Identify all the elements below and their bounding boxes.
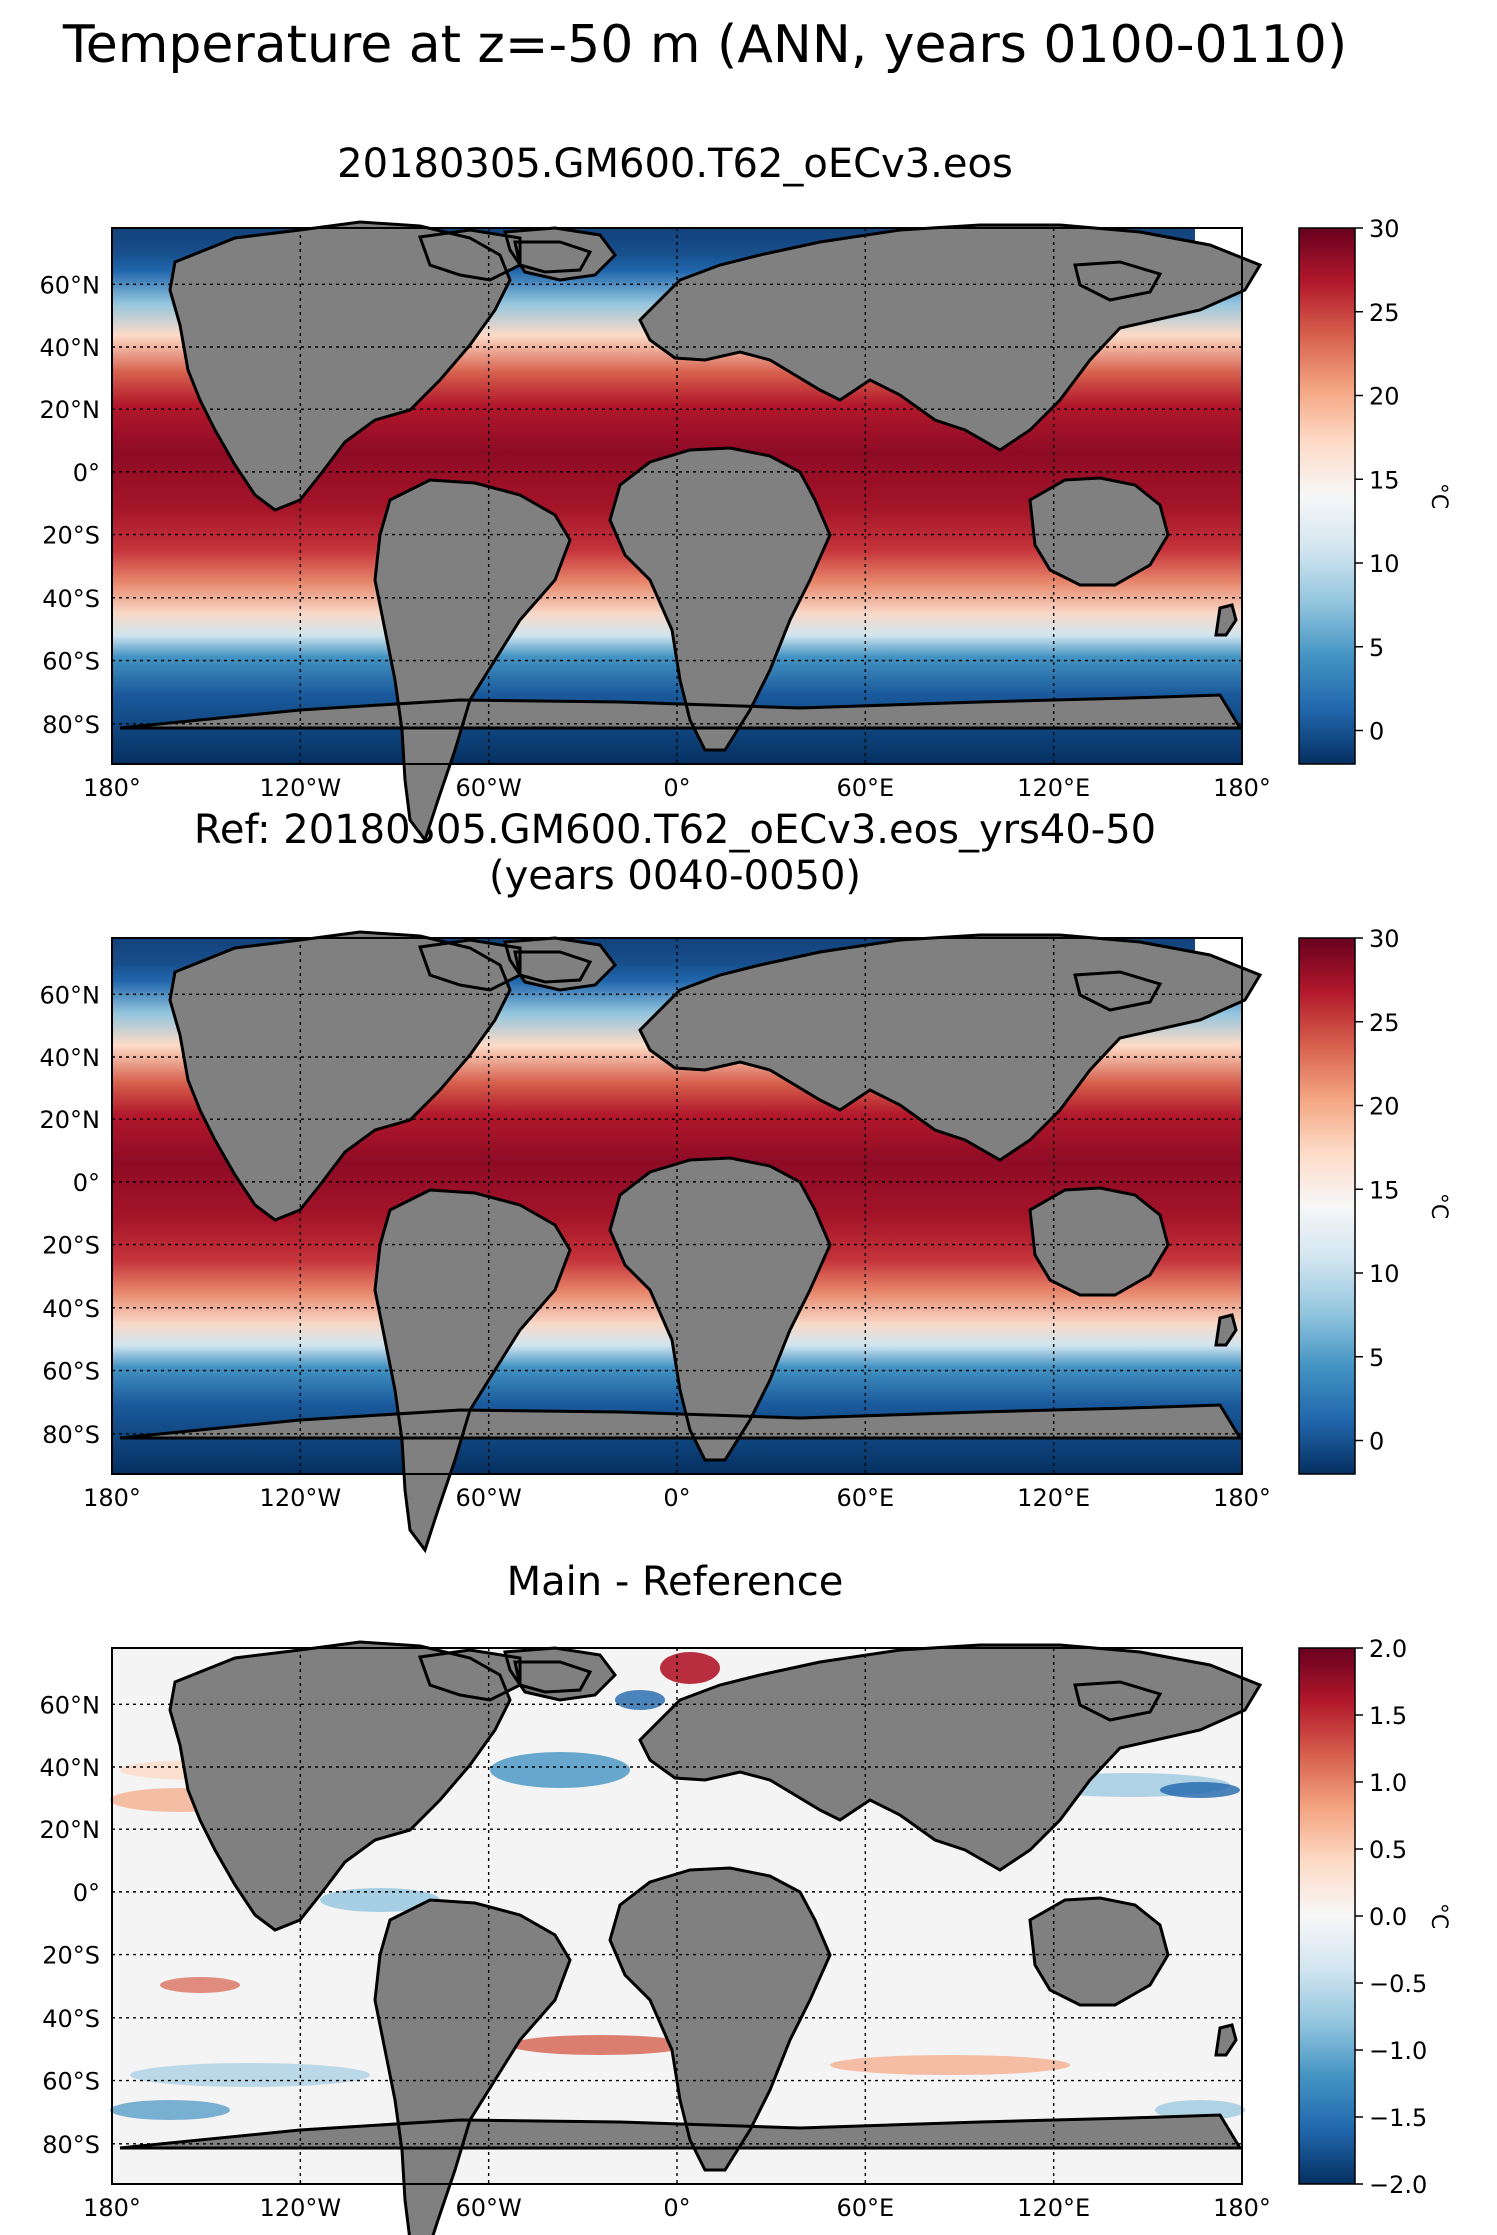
panel1-colorbar-bar xyxy=(1298,227,1356,765)
panel3-gridlines xyxy=(112,1648,1242,2184)
colorbar-tick-label: 5 xyxy=(1369,634,1384,662)
panel2-colorbar xyxy=(1298,937,1356,1475)
panel3-map-frame xyxy=(111,1647,1243,2185)
panel2-map xyxy=(111,930,1262,1552)
colorbar-tick-label: 30 xyxy=(1369,215,1400,243)
panel2-colorbar-bar xyxy=(1298,937,1356,1475)
lon-tick-label: 120°E xyxy=(1017,2194,1090,2222)
colorbar-tick-label: −2.0 xyxy=(1369,2171,1427,2199)
panel3-colorbar xyxy=(1298,1647,1356,2185)
panel2-subtitle: (years 0040-0050) xyxy=(488,853,862,899)
colorbar-tick-label: 0.0 xyxy=(1369,1903,1407,1931)
lon-tick-label: 120°W xyxy=(260,1484,342,1512)
panel1-colorbar xyxy=(1298,227,1356,765)
lon-tick-label: 120°W xyxy=(260,774,342,802)
panel2-map-frame xyxy=(111,937,1243,1475)
lon-tick-label: 60°E xyxy=(836,2194,894,2222)
lat-tick-label: 40°N xyxy=(40,1754,101,1782)
panel1-map-frame xyxy=(111,227,1243,765)
colorbar-tick-label: −1.5 xyxy=(1369,2104,1427,2132)
lon-tick-label: 180° xyxy=(83,1484,141,1512)
colorbar-tick-label: 0 xyxy=(1369,1428,1384,1456)
lon-tick-label: 180° xyxy=(1213,1484,1271,1512)
lat-tick-label: 80°S xyxy=(42,711,100,739)
lat-tick-label: 60°S xyxy=(42,1358,100,1386)
lat-tick-label: 40°N xyxy=(40,1044,101,1072)
colorbar-tick-label: 2.0 xyxy=(1369,1635,1407,1663)
colorbar-tick-label: 0.5 xyxy=(1369,1836,1407,1864)
lon-tick-label: 60°E xyxy=(836,774,894,802)
colorbar-tick-label: 20 xyxy=(1369,1093,1400,1121)
lat-tick-label: 0° xyxy=(73,1169,100,1197)
lat-tick-label: 60°S xyxy=(42,648,100,676)
colorbar-tick-label: 15 xyxy=(1369,466,1400,494)
lat-tick-label: 80°S xyxy=(42,1421,100,1449)
lon-tick-label: 180° xyxy=(1213,2194,1271,2222)
colorbar-tick-label: −0.5 xyxy=(1369,1970,1427,1998)
lat-tick-label: 20°S xyxy=(42,1942,100,1970)
lon-tick-label: 180° xyxy=(1213,774,1271,802)
lat-tick-label: 0° xyxy=(73,1879,100,1907)
lon-tick-label: 0° xyxy=(663,1484,690,1512)
lat-tick-label: 60°S xyxy=(42,2068,100,2096)
lat-tick-label: 0° xyxy=(73,459,100,487)
colorbar-unit-label: °C xyxy=(1426,1193,1451,1219)
colorbar-unit-label: °C xyxy=(1426,483,1451,509)
lat-tick-label: 60°N xyxy=(40,271,101,299)
lon-tick-label: 180° xyxy=(83,2194,141,2222)
colorbar-tick-label: 10 xyxy=(1369,550,1400,578)
figure-title: Temperature at z=-50 m (ANN, years 0100-… xyxy=(62,15,1348,75)
lat-tick-label: 40°S xyxy=(42,1295,100,1323)
colorbar-tick-label: −1.0 xyxy=(1369,2037,1427,2065)
axis-labels: 60°N 40°N 20°N 0° 20°S 40°S 60°S 80°S 180° 120°W 6… xyxy=(40,215,1452,2222)
lon-tick-label: 120°E xyxy=(1017,1484,1090,1512)
lon-tick-label: 60°E xyxy=(836,1484,894,1512)
colorbar-tick-label: 20 xyxy=(1369,383,1400,411)
colorbar-tick-label: 1.5 xyxy=(1369,1702,1407,1730)
panel3-title: Main - Reference xyxy=(506,1559,844,1605)
lat-tick-label: 40°S xyxy=(42,585,100,613)
lon-tick-label: 0° xyxy=(663,774,690,802)
lat-tick-label: 20°N xyxy=(40,1106,101,1134)
panel3-colorbar-bar xyxy=(1298,1647,1356,2185)
lat-tick-label: 80°S xyxy=(42,2131,100,2159)
colorbar-tick-label: 30 xyxy=(1369,925,1400,953)
colorbar-tick-label: 25 xyxy=(1369,299,1400,327)
lon-tick-label: 120°W xyxy=(260,2194,342,2222)
lat-tick-label: 40°N xyxy=(40,334,101,362)
panel1-map xyxy=(111,220,1262,842)
colorbar-tick-label: 0 xyxy=(1369,718,1384,746)
lat-tick-label: 20°N xyxy=(40,396,101,424)
colorbar-tick-label: 25 xyxy=(1369,1009,1400,1037)
panel2-title: Ref: 20180305.GM600.T62_oECv3.eos_yrs40-… xyxy=(193,807,1157,853)
lon-tick-label: 60°W xyxy=(456,1484,522,1512)
lat-tick-label: 20°S xyxy=(42,522,100,550)
lat-tick-label: 20°N xyxy=(40,1816,101,1844)
panel2-gridlines xyxy=(112,938,1242,1474)
lat-tick-label: 20°S xyxy=(42,1232,100,1260)
colorbar-unit-label: °C xyxy=(1426,1903,1451,1929)
lon-tick-label: 180° xyxy=(83,774,141,802)
colorbar-tick-label: 5 xyxy=(1369,1344,1384,1372)
panel1-title: 20180305.GM600.T62_oECv3.eos xyxy=(337,141,1013,187)
panel1-gridlines xyxy=(112,228,1242,764)
colorbar-tick-label: 15 xyxy=(1369,1176,1400,1204)
lon-tick-label: 120°E xyxy=(1017,774,1090,802)
lon-tick-label: 60°W xyxy=(456,774,522,802)
colorbar-tick-label: 1.0 xyxy=(1369,1769,1407,1797)
lat-tick-label: 40°S xyxy=(42,2005,100,2033)
colorbar-tick-label: 10 xyxy=(1369,1260,1400,1288)
lon-tick-label: 60°W xyxy=(456,2194,522,2222)
lat-tick-label: 60°N xyxy=(40,981,101,1009)
lon-tick-label: 0° xyxy=(663,2194,690,2222)
lat-tick-label: 60°N xyxy=(40,1691,101,1719)
panel3-map xyxy=(110,1640,1262,2235)
